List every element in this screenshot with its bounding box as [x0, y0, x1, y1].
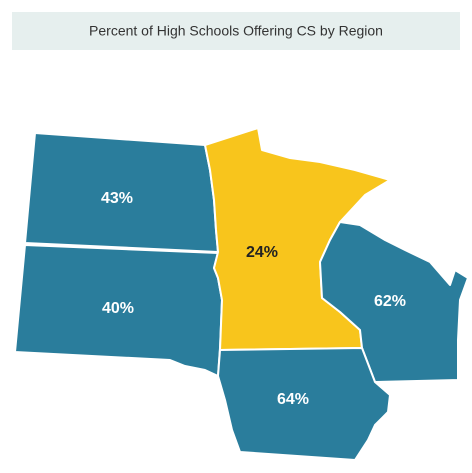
region-label: 62%	[374, 293, 406, 310]
region-label: 64%	[277, 391, 309, 408]
region-label: 24%	[246, 244, 278, 261]
region-label: 43%	[101, 190, 133, 207]
region-shape	[319, 221, 469, 383]
title-box	[12, 12, 460, 50]
title: Percent of High Schools Offering CS by R…	[89, 23, 383, 39]
region-label: 40%	[102, 300, 134, 317]
region-shape	[217, 347, 391, 461]
